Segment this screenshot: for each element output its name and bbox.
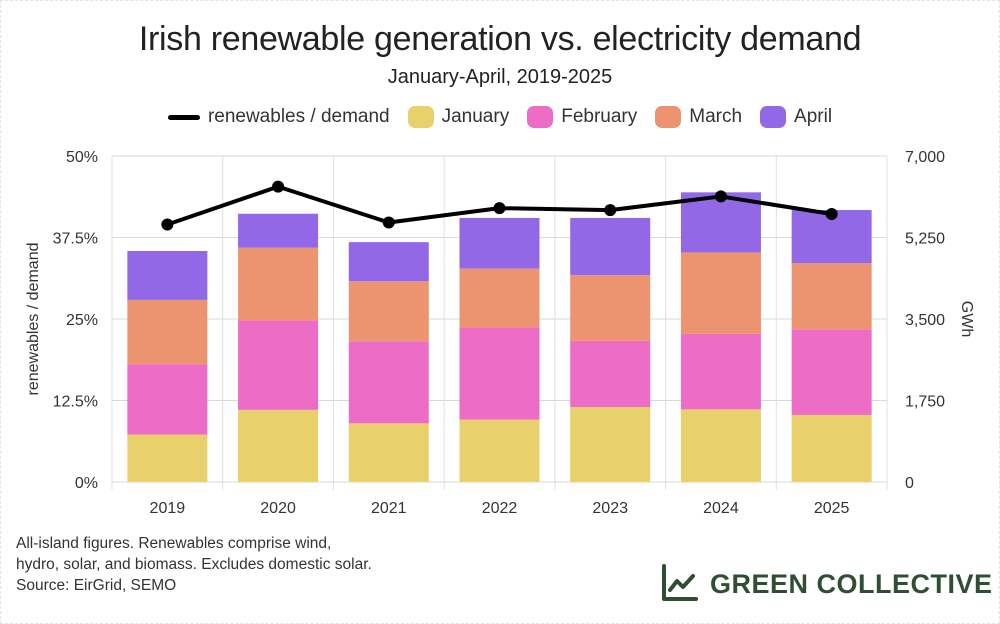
x-tick-label: 2022 xyxy=(482,500,518,517)
legend-label-april: April xyxy=(794,106,833,127)
footnote-source: Source: EirGrid, SEMO xyxy=(16,577,177,594)
line-chart-icon xyxy=(662,564,698,601)
y-right-tick-label: 3,500 xyxy=(905,312,945,329)
chart-subtitle: January-April, 2019-2025 xyxy=(387,66,613,88)
legend-line-marker xyxy=(167,114,200,120)
bar-february-2019 xyxy=(127,364,208,435)
y-right-tick-label: 5,250 xyxy=(905,231,945,248)
bar-january-2025 xyxy=(791,414,872,482)
bar-january-2022 xyxy=(459,419,540,482)
ratio-point-2024 xyxy=(714,190,727,203)
legend-label-line: renewables / demand xyxy=(207,106,390,127)
ratio-point-2025 xyxy=(825,208,838,221)
bar-april-2021 xyxy=(348,242,429,282)
brand-name: GREEN COLLECTIVE xyxy=(710,568,993,599)
y-right-axis-label: GWh xyxy=(958,301,975,337)
legend: renewables / demand January February Mar… xyxy=(0,106,1000,128)
y-right-tick-label: 7,000 xyxy=(905,149,945,166)
bar-april-2022 xyxy=(459,217,540,269)
x-tick-label: 2020 xyxy=(260,500,296,517)
legend-swatch-march xyxy=(655,106,682,128)
legend-item-january[interactable]: January xyxy=(407,106,510,128)
bar-april-2020 xyxy=(238,213,319,248)
legend-label-january: January xyxy=(441,106,510,127)
legend-swatch-january xyxy=(407,106,434,128)
legend-item-april[interactable]: April xyxy=(760,106,832,128)
y-left-tick-label: 37.5% xyxy=(53,231,98,248)
y-right-tick-label: 0 xyxy=(905,475,914,492)
x-tick-label: 2024 xyxy=(703,500,739,517)
bar-march-2023 xyxy=(570,275,651,341)
legend-swatch-april xyxy=(760,106,787,128)
bar-march-2022 xyxy=(459,268,540,328)
bar-january-2019 xyxy=(127,434,208,482)
bar-march-2020 xyxy=(238,247,319,321)
y-right-tick-label: 1,750 xyxy=(905,394,945,411)
bar-march-2019 xyxy=(127,299,208,365)
bar-april-2019 xyxy=(127,251,208,300)
bar-january-2021 xyxy=(348,423,429,482)
bar-february-2024 xyxy=(680,333,761,410)
bar-january-2024 xyxy=(680,409,761,482)
legend-item-line[interactable]: renewables / demand xyxy=(167,106,390,128)
bar-march-2024 xyxy=(680,252,761,334)
ratio-point-2023 xyxy=(604,204,617,217)
footnote: All-island figures. Renewables comprise … xyxy=(16,533,456,596)
chart-title: Irish renewable generation vs. electrici… xyxy=(138,20,862,58)
x-tick-label: 2023 xyxy=(592,500,628,517)
y-left-axis-label: renewables / demand xyxy=(25,243,42,396)
ratio-point-2020 xyxy=(272,180,285,193)
x-tick-label: 2021 xyxy=(371,500,407,517)
bar-march-2025 xyxy=(791,263,872,330)
y-left-tick-label: 25% xyxy=(66,312,98,329)
brand-logo[interactable]: GREEN COLLECTIVE xyxy=(660,562,993,606)
y-left-tick-label: 12.5% xyxy=(53,394,98,411)
ratio-point-2022 xyxy=(493,202,506,215)
legend-item-march[interactable]: March xyxy=(655,106,742,128)
legend-swatch-february xyxy=(527,106,554,128)
legend-label-march: March xyxy=(689,106,743,127)
bar-april-2023 xyxy=(570,217,651,276)
bar-february-2020 xyxy=(238,320,319,410)
bar-march-2021 xyxy=(348,281,429,342)
bar-february-2021 xyxy=(348,341,429,424)
bar-february-2025 xyxy=(791,329,872,415)
ratio-point-2019 xyxy=(161,218,174,231)
y-left-tick-label: 50% xyxy=(66,149,98,166)
legend-item-february[interactable]: February xyxy=(527,106,637,128)
footnote-line-2: hydro, solar, and biomass. Excludes dome… xyxy=(16,556,372,573)
x-tick-label: 2019 xyxy=(150,500,186,517)
y-left-tick-label: 0% xyxy=(75,475,98,492)
legend-label-february: February xyxy=(561,106,638,127)
x-tick-label: 2025 xyxy=(814,500,850,517)
bar-january-2023 xyxy=(570,407,651,482)
footnote-line-1: All-island figures. Renewables comprise … xyxy=(16,535,332,552)
bar-february-2023 xyxy=(570,340,651,408)
ratio-point-2021 xyxy=(382,216,395,229)
bar-february-2022 xyxy=(459,327,540,420)
bar-january-2020 xyxy=(238,409,319,482)
